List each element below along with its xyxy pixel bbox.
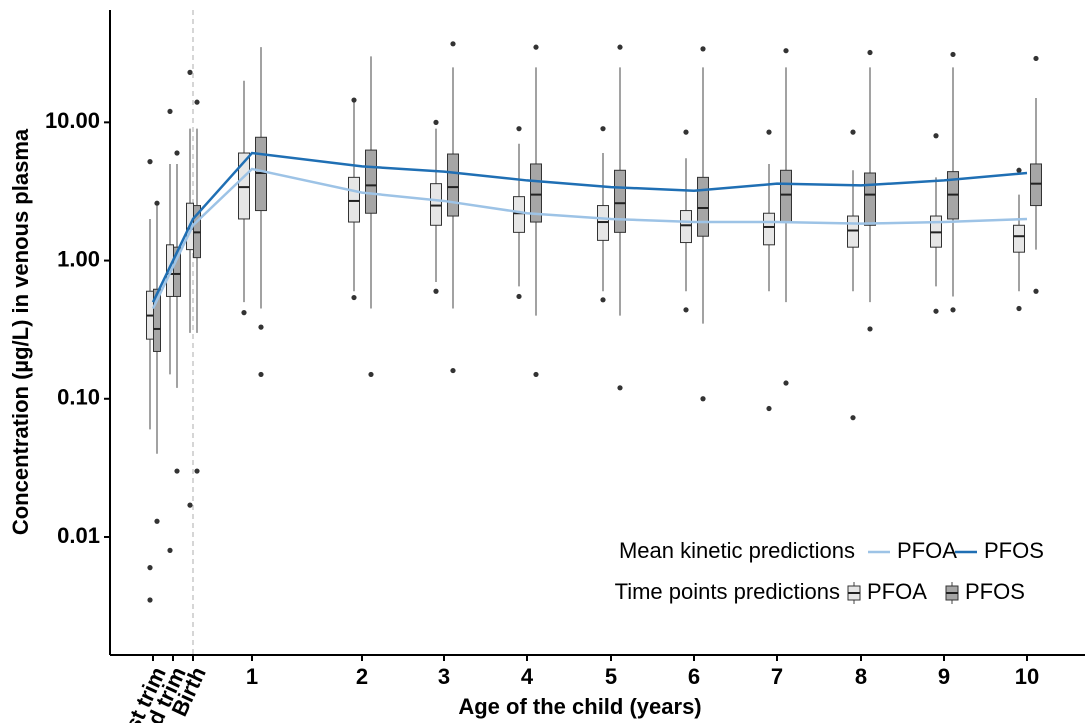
box xyxy=(430,183,442,226)
outlier xyxy=(617,44,623,50)
x-tick-label: 5 xyxy=(605,664,617,689)
outlier xyxy=(258,324,264,330)
outlier xyxy=(258,371,264,378)
outlier xyxy=(600,297,606,303)
outlier xyxy=(187,69,193,75)
outlier xyxy=(147,597,153,603)
y-tick-label: 10.00 xyxy=(45,108,100,133)
outlier xyxy=(850,129,856,135)
x-tick-label: 10 xyxy=(1015,664,1039,689)
outlier xyxy=(933,308,939,314)
outlier xyxy=(194,468,200,474)
legend-label: PFOA xyxy=(897,538,957,563)
box xyxy=(153,288,161,352)
outlier xyxy=(950,307,956,313)
x-tick-label: 7 xyxy=(771,664,783,689)
y-tick-label: 0.01 xyxy=(57,523,100,548)
outlier xyxy=(683,307,689,313)
outlier xyxy=(867,326,873,332)
outlier xyxy=(1016,305,1022,312)
outlier xyxy=(351,294,357,301)
x-tick-label: 2 xyxy=(356,664,368,689)
outlier xyxy=(147,159,153,165)
x-tick-label: 6 xyxy=(688,664,700,689)
box xyxy=(614,169,626,233)
outlier xyxy=(867,49,873,56)
box xyxy=(697,176,709,237)
outlier xyxy=(174,468,180,474)
outlier xyxy=(194,99,200,105)
x-tick-label: 1 xyxy=(246,664,258,689)
box xyxy=(513,196,525,233)
x-tick-label: 9 xyxy=(938,664,950,689)
outlier xyxy=(783,380,789,386)
outlier xyxy=(147,565,153,571)
box xyxy=(847,215,859,248)
outlier xyxy=(950,51,956,58)
x-axis-label: Age of the child (years) xyxy=(458,694,701,719)
outlier xyxy=(617,385,623,391)
outlier xyxy=(241,310,247,316)
outlier xyxy=(1016,167,1022,173)
outlier xyxy=(516,293,522,300)
outlier xyxy=(187,502,193,508)
legend-title: Mean kinetic predictions xyxy=(619,538,855,563)
outlier xyxy=(533,44,539,50)
box xyxy=(763,212,775,246)
outlier xyxy=(783,48,789,54)
x-tick-label: 3 xyxy=(438,664,450,689)
outlier xyxy=(766,405,772,412)
outlier xyxy=(450,367,456,374)
box xyxy=(680,210,692,244)
legend-label: PFOS xyxy=(965,579,1025,604)
box xyxy=(173,246,181,297)
outlier xyxy=(1033,288,1039,294)
outlier xyxy=(700,46,706,52)
x-tick-label: 4 xyxy=(521,664,534,689)
outlier xyxy=(1033,55,1039,62)
box xyxy=(864,172,876,226)
x-tick-label: 8 xyxy=(855,664,867,689)
outlier xyxy=(700,396,706,402)
box xyxy=(1030,163,1042,207)
y-tick-label: 1.00 xyxy=(57,246,100,271)
outlier xyxy=(174,150,180,156)
legend-label: PFOA xyxy=(867,579,927,604)
outlier xyxy=(850,415,856,421)
box xyxy=(530,163,542,223)
outlier xyxy=(433,288,439,294)
outlier xyxy=(600,126,606,132)
box xyxy=(238,152,250,220)
y-tick-label: 0.10 xyxy=(57,385,100,410)
outlier xyxy=(167,108,173,115)
outlier xyxy=(933,133,939,139)
mean-line xyxy=(151,167,1028,310)
outlier xyxy=(516,126,522,132)
box xyxy=(1013,224,1025,253)
legend-label: PFOS xyxy=(984,538,1044,563)
outlier xyxy=(154,518,160,524)
box xyxy=(447,153,459,217)
outlier xyxy=(683,129,689,135)
box xyxy=(780,169,792,223)
outlier xyxy=(368,371,374,378)
outlier xyxy=(766,129,772,135)
outlier xyxy=(167,547,173,553)
outlier xyxy=(450,41,456,47)
legend-title: Time points predictions xyxy=(615,579,840,604)
box xyxy=(365,149,377,214)
box xyxy=(348,176,360,223)
outlier xyxy=(433,119,439,125)
outlier xyxy=(533,371,539,378)
outlier xyxy=(351,97,357,103)
mean-line xyxy=(151,151,1028,303)
outlier xyxy=(154,200,160,206)
y-axis-label: Concentration (µg/L) in venous plasma xyxy=(8,128,33,535)
